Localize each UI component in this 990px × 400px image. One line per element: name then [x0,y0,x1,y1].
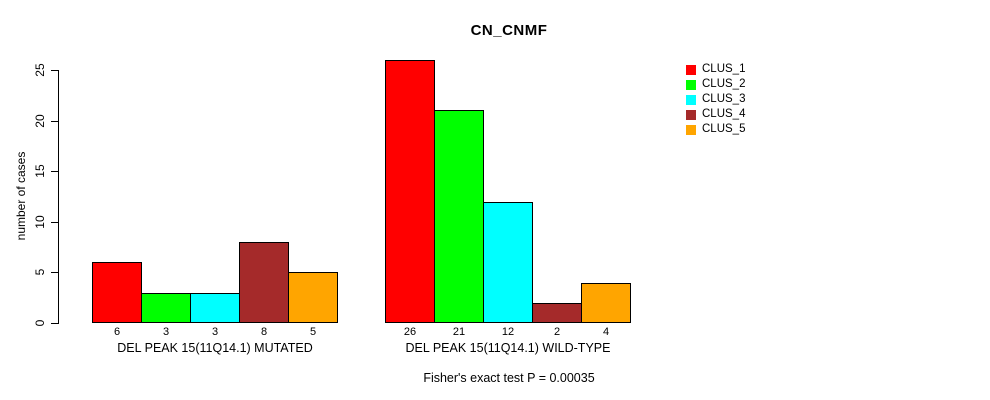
legend-label: CLUS_5 [702,123,746,135]
legend: CLUS_1 CLUS_2 CLUS_3 CLUS_4 CLUS_5 [686,62,745,137]
y-tick-mark [51,171,58,172]
bar-value-label: 3 [211,326,219,338]
footer-annotation: Fisher's exact test P = 0.00035 [423,371,595,385]
legend-label: CLUS_3 [702,93,746,105]
bar-value-label: 3 [162,326,170,338]
bar-value-label: 21 [452,326,466,338]
y-tick-label: 15 [33,164,47,178]
bar [581,283,631,323]
legend-label: CLUS_4 [702,108,746,120]
bar-value-label: 8 [260,326,268,338]
y-tick-label: 5 [33,268,47,276]
bar [141,293,191,323]
legend-swatch [686,109,696,120]
legend-label: CLUS_2 [702,78,746,90]
legend-swatch [686,64,696,75]
bar [434,110,484,323]
bar-value-label: 6 [113,326,121,338]
bar-value-label: 12 [501,326,515,338]
bar-value-label: 26 [403,326,417,338]
y-tick-mark [51,70,58,71]
legend-swatch [686,124,696,135]
bar [288,272,338,323]
y-tick-label: 20 [33,114,47,128]
bar-value-label: 2 [553,326,561,338]
legend-item: CLUS_4 [686,107,745,122]
y-tick-mark [51,222,58,223]
bar [532,303,582,323]
bar [190,293,240,323]
y-tick-mark [51,323,58,324]
y-tick-mark [51,272,58,273]
y-tick-label: 25 [33,63,47,77]
bar [92,262,142,323]
chart-title: CN_CNMF [470,22,548,39]
bar-value-label: 5 [309,326,317,338]
legend-item: CLUS_2 [686,77,745,92]
bar [483,202,533,323]
legend-swatch [686,94,696,105]
y-tick-mark [51,121,58,122]
bar [239,242,289,323]
bar-value-label: 4 [602,326,610,338]
group-label: DEL PEAK 15(11Q14.1) MUTATED [117,341,313,355]
legend-item: CLUS_1 [686,62,745,77]
group-label: DEL PEAK 15(11Q14.1) WILD-TYPE [405,341,611,355]
legend-swatch [686,79,696,90]
legend-item: CLUS_5 [686,122,745,137]
legend-label: CLUS_1 [702,63,746,75]
y-axis-label: number of cases [14,151,28,241]
bar [385,60,435,323]
y-tick-label: 10 [33,215,47,229]
y-axis-line [58,70,59,324]
y-tick-label: 0 [33,319,47,327]
legend-item: CLUS_3 [686,92,745,107]
